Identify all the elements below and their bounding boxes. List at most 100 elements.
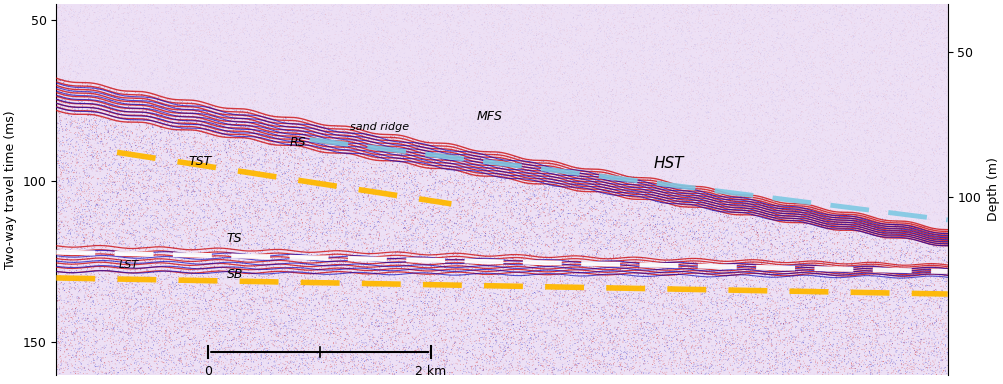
Point [493, 326, 510, 333]
Point [118, 45, 134, 51]
Point [444, 84, 460, 91]
Point [437, 67, 453, 73]
Point [228, 108, 244, 114]
Point [153, 103, 170, 109]
Point [162, 282, 179, 288]
Point [641, 121, 657, 127]
Point [520, 40, 536, 46]
Point [257, 355, 273, 361]
Point [406, 164, 422, 170]
Point [710, 275, 726, 281]
Point [528, 252, 544, 258]
Point [678, 133, 694, 139]
Point [698, 66, 714, 72]
Point [364, 179, 380, 185]
Point [937, 214, 953, 220]
Point [176, 204, 192, 210]
Point [339, 165, 355, 171]
Point [621, 334, 637, 341]
Point [895, 57, 911, 63]
Point [498, 12, 515, 18]
Point [154, 348, 171, 354]
Point [597, 149, 613, 155]
Point [137, 309, 153, 315]
Point [199, 15, 215, 22]
Point [74, 104, 90, 110]
Point [411, 151, 427, 157]
Point [533, 202, 549, 208]
Point [742, 253, 758, 259]
Point [302, 286, 318, 293]
Point [492, 51, 509, 58]
Point [805, 197, 821, 204]
Point [801, 222, 817, 228]
Point [796, 274, 812, 280]
Point [385, 368, 401, 374]
Point [483, 330, 499, 336]
Point [183, 35, 199, 41]
Point [388, 320, 404, 326]
Point [82, 166, 98, 172]
Point [117, 33, 133, 40]
Point [600, 359, 616, 365]
Point [592, 210, 608, 217]
Point [430, 91, 446, 97]
Point [492, 4, 509, 10]
Point [447, 334, 463, 341]
Point [373, 243, 389, 249]
Point [149, 169, 165, 175]
Point [922, 295, 938, 301]
Point [622, 205, 638, 211]
Point [304, 212, 320, 218]
Point [579, 355, 595, 361]
Point [540, 154, 556, 160]
Point [636, 124, 652, 130]
Point [518, 116, 534, 122]
Point [194, 109, 210, 115]
Point [409, 304, 425, 310]
Point [326, 2, 342, 8]
Point [820, 6, 837, 12]
Point [758, 265, 774, 271]
Point [701, 247, 717, 253]
Point [860, 146, 876, 152]
Point [54, 94, 70, 100]
Point [95, 66, 111, 72]
Point [887, 178, 903, 184]
Point [716, 182, 732, 188]
Point [180, 170, 196, 176]
Point [721, 310, 737, 316]
Point [437, 328, 453, 334]
Point [728, 142, 744, 148]
Point [658, 333, 674, 339]
Point [184, 277, 200, 283]
Point [128, 84, 144, 90]
Point [461, 99, 477, 105]
Point [811, 242, 827, 248]
Point [661, 210, 677, 216]
Point [894, 161, 910, 167]
Point [839, 242, 855, 248]
Point [260, 131, 276, 137]
Point [804, 132, 820, 139]
Point [214, 15, 230, 21]
Point [746, 364, 762, 370]
Point [63, 361, 79, 367]
Point [313, 65, 329, 71]
Point [921, 330, 937, 336]
Point [204, 136, 220, 142]
Point [65, 214, 81, 220]
Point [115, 157, 131, 164]
Point [365, 329, 381, 336]
Point [659, 140, 675, 146]
Point [909, 262, 925, 268]
Point [300, 228, 316, 234]
Point [647, 152, 663, 158]
Point [57, 288, 73, 294]
Point [634, 288, 650, 294]
Point [101, 35, 117, 41]
Point [83, 283, 99, 289]
Point [361, 309, 377, 315]
Point [804, 318, 820, 324]
Point [156, 89, 173, 95]
